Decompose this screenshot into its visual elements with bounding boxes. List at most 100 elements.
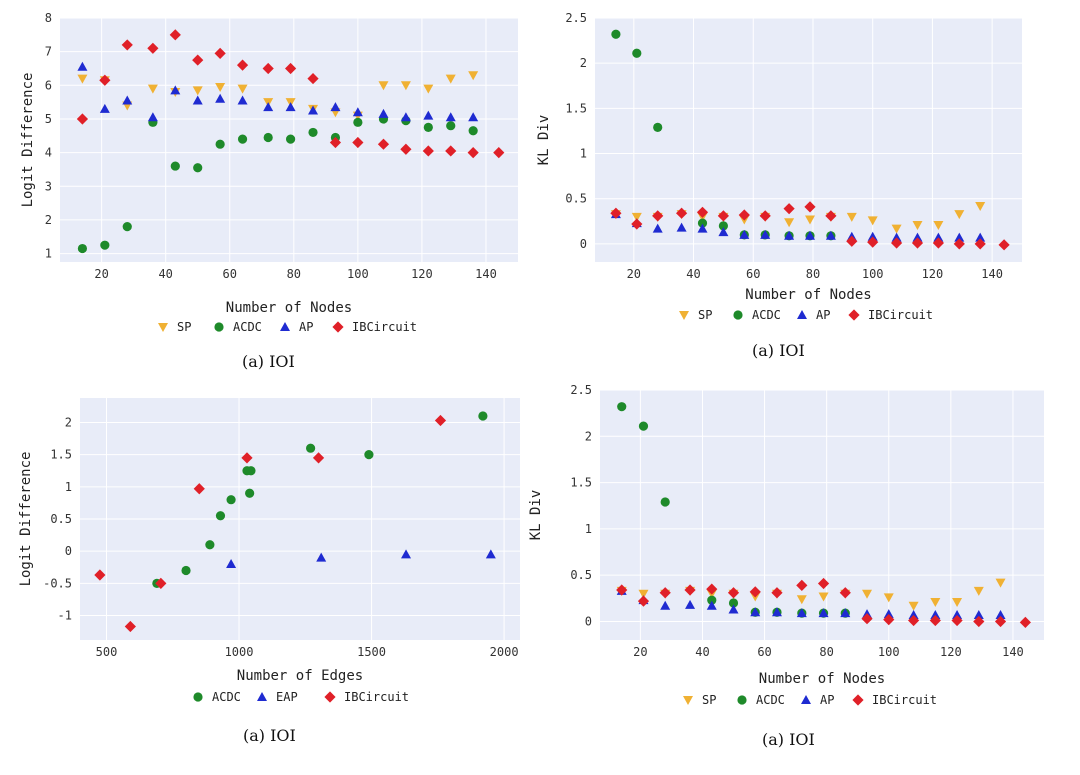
data-point-sp — [423, 84, 434, 94]
data-point-ap — [908, 610, 919, 619]
legend-marker-acdc — [193, 692, 203, 702]
data-point-ibcircuit — [932, 237, 944, 249]
data-point-ibcircuit — [400, 143, 412, 155]
data-point-ap — [192, 95, 203, 105]
data-point-acdc — [611, 29, 621, 39]
legend-label: SP — [177, 320, 191, 334]
chart-panel-top-right: 20 40 60 80 100 120 140 0 0.5 1 1.5 2 2.5 Number of N… — [0, 0, 1080, 385]
y-tick-label: 8 — [45, 11, 52, 25]
legend-marker-acdc — [737, 695, 747, 705]
y-tick-label: 2 — [65, 415, 72, 429]
data-point-ap — [796, 608, 807, 618]
data-point-ap — [933, 232, 944, 242]
legend-marker-ap — [801, 695, 811, 704]
data-point-ibcircuit — [994, 615, 1007, 628]
data-point-ap — [891, 232, 902, 242]
y-tick-label: 0.5 — [50, 512, 72, 526]
y-axis-label: KL Div — [536, 115, 552, 166]
data-point-sp — [973, 586, 984, 596]
legend-marker-ibcircuit — [852, 694, 864, 706]
legend-marker-sp — [683, 696, 693, 705]
y-tick-label: 0 — [580, 237, 587, 251]
x-tick-label: 100 — [862, 267, 884, 281]
y-tick-label: 0.5 — [570, 568, 592, 582]
data-point-ap — [352, 107, 363, 117]
x-tick-label: 120 — [940, 645, 962, 659]
data-point-acdc — [660, 497, 670, 507]
data-point-ibcircuit — [236, 59, 249, 71]
data-point-acdc — [423, 122, 433, 132]
data-point-ibcircuit — [727, 587, 740, 599]
x-tick-label: 80 — [287, 267, 301, 281]
data-point-sp — [192, 86, 203, 96]
data-point-ibcircuit — [493, 147, 505, 159]
data-point-ibcircuit — [659, 587, 671, 599]
y-tick-label: 5 — [45, 112, 52, 126]
legend-label: EAP — [276, 690, 298, 704]
y-tick-label: 2 — [585, 429, 592, 443]
legend-label: SP — [702, 693, 716, 707]
data-point-acdc — [638, 421, 649, 431]
data-point-ibcircuit — [422, 145, 434, 157]
data-point-ap — [739, 229, 750, 239]
data-point-ap — [975, 232, 986, 242]
y-tick-label: 1 — [65, 480, 72, 494]
data-point-ibcircuit — [749, 586, 761, 598]
data-point-acdc — [728, 598, 739, 608]
chart-caption: (a) IOI — [762, 730, 815, 749]
data-point-eap — [485, 549, 496, 559]
data-point-sp — [237, 84, 248, 94]
data-point-ibcircuit — [121, 39, 133, 51]
data-point-acdc — [170, 161, 180, 171]
data-point-ap — [867, 231, 878, 241]
data-point-ibcircuit — [192, 54, 204, 66]
legend-label: ACDC — [752, 308, 781, 322]
data-point-acdc — [718, 221, 728, 231]
data-point-eap — [401, 549, 412, 559]
x-tick-label: 140 — [1002, 645, 1024, 659]
data-point-ap — [685, 599, 696, 609]
data-point-sp — [930, 598, 941, 608]
data-point-ibcircuit — [94, 569, 106, 581]
data-point-sp — [867, 216, 878, 226]
data-point-acdc — [215, 511, 226, 521]
legend-marker-ibcircuit — [848, 309, 860, 321]
data-point-ap — [995, 610, 1006, 619]
data-point-ibcircuit — [377, 138, 390, 150]
data-point-ap — [147, 112, 158, 122]
legend-marker-acdc — [214, 322, 224, 332]
data-point-ibcircuit — [804, 201, 816, 213]
data-point-ibcircuit — [929, 614, 941, 627]
data-point-acdc — [286, 134, 296, 144]
data-point-ibcircuit — [262, 62, 274, 75]
data-point-sp — [883, 593, 894, 603]
data-point-ibcircuit — [846, 235, 858, 247]
data-point-ap — [215, 93, 226, 103]
legend-label: ACDC — [212, 690, 241, 704]
legend-label: IBCircuit — [868, 308, 933, 322]
legend-label: IBCircuit — [344, 690, 409, 704]
data-point-sp — [147, 84, 158, 94]
x-tick-label: 1500 — [357, 645, 386, 659]
data-point-ap — [973, 610, 984, 619]
y-tick-label: 2 — [45, 213, 52, 227]
x-tick-label: 140 — [475, 267, 497, 281]
data-point-acdc — [697, 218, 708, 228]
data-point-ap — [285, 102, 296, 112]
x-tick-label: 500 — [96, 645, 118, 659]
legend-label: AP — [816, 308, 830, 322]
data-point-ap — [728, 604, 739, 614]
data-point-ibcircuit — [973, 615, 985, 628]
x-tick-label: 40 — [695, 645, 709, 659]
data-point-ap — [784, 230, 795, 240]
x-tick-label: 20 — [627, 267, 641, 281]
legend-label: IBCircuit — [872, 693, 937, 707]
data-point-acdc — [446, 121, 456, 131]
legend-marker-sp — [158, 323, 168, 332]
data-point-ap — [263, 102, 274, 112]
data-point-sp — [862, 589, 873, 599]
data-point-ibcircuit — [706, 583, 718, 595]
y-tick-label: 0 — [585, 614, 592, 628]
